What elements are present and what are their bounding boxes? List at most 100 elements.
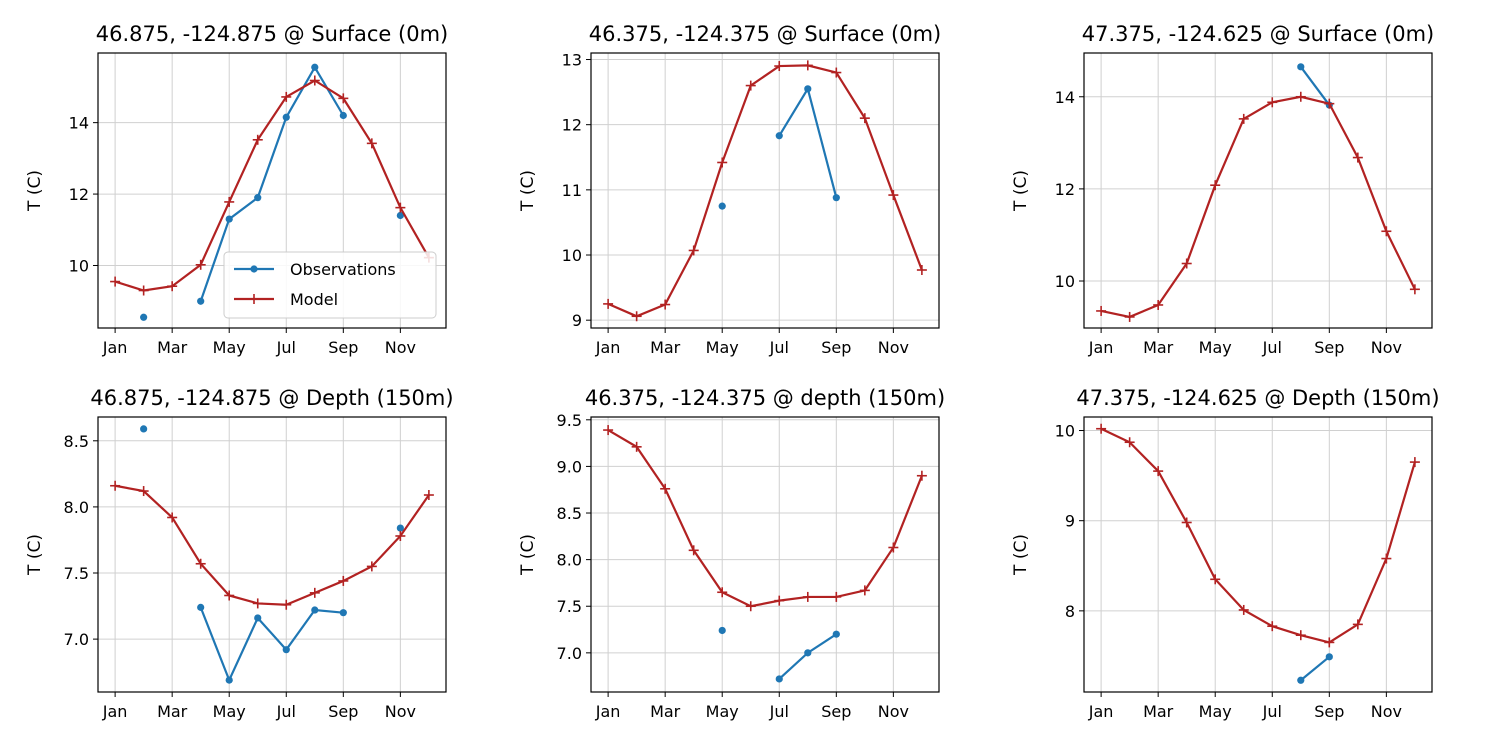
observation-point: [832, 194, 840, 202]
observation-point: [197, 603, 205, 611]
legend-model-marker: [249, 294, 259, 304]
model-point: [110, 276, 121, 287]
y-tick-label: 9: [572, 311, 582, 330]
observations-line: [1299, 66, 1331, 106]
y-tick-label: 12: [562, 116, 582, 135]
x-tick-label: May: [706, 338, 739, 357]
model-point: [688, 245, 699, 256]
model-point: [1381, 553, 1392, 564]
model-point: [281, 599, 292, 610]
x-tick-label: Jan: [1088, 702, 1114, 721]
observation-point: [254, 614, 262, 622]
observation-point: [804, 649, 812, 657]
observation-point: [775, 132, 783, 140]
model-point: [1153, 466, 1164, 477]
y-tick-label: 7.5: [64, 564, 89, 583]
y-axis-label: T (C): [25, 534, 45, 576]
series-observations: [718, 85, 840, 210]
y-tick-label: 9.5: [557, 411, 582, 430]
y-tick-label: 8.0: [64, 498, 89, 517]
observation-point: [1297, 676, 1305, 684]
y-tick-label: 10: [1055, 272, 1075, 291]
plot-frame: [590, 52, 940, 329]
observation-point: [140, 313, 148, 321]
model-point: [1238, 113, 1249, 124]
model-point: [1324, 98, 1335, 109]
x-tick-label: Sep: [328, 702, 358, 721]
y-tick-label: 8.0: [557, 551, 582, 570]
observations-line: [778, 86, 838, 198]
observation-point: [396, 211, 404, 220]
model-point: [1352, 152, 1363, 163]
legend: Observations Model: [223, 251, 437, 319]
model-point: [859, 585, 870, 596]
chart-title: 47.375, -124.625 @ Surface (0m): [1082, 22, 1434, 46]
model-point: [195, 259, 206, 270]
model-point: [138, 285, 149, 296]
model-point: [916, 470, 927, 481]
observation-point: [775, 675, 783, 683]
model-point: [1324, 637, 1335, 648]
model-point: [252, 598, 263, 609]
y-tick-label: 7.0: [64, 630, 89, 649]
model-point: [167, 512, 178, 523]
x-tick-label: Sep: [821, 338, 851, 357]
y-axis-label: T (C): [518, 534, 538, 576]
legend-observations-label: Observations: [290, 260, 396, 279]
model-point: [1153, 299, 1164, 310]
x-tick-label: Nov: [385, 702, 416, 721]
chart-title: 47.375, -124.625 @ Depth (150m): [1076, 386, 1439, 410]
x-tick-label: Nov: [1371, 702, 1402, 721]
observations-line: [199, 65, 345, 302]
model-point: [1295, 91, 1306, 102]
x-tick-label: Mar: [650, 702, 681, 721]
x-tick-label: Jul: [276, 338, 296, 357]
series-model: [603, 60, 927, 322]
model-point: [1096, 423, 1107, 434]
model-point: [688, 545, 699, 556]
model-point: [395, 530, 406, 541]
x-tick-label: Sep: [1314, 338, 1344, 357]
model-point: [195, 558, 206, 569]
x-tick-label: Jul: [769, 338, 789, 357]
plot-frame: [97, 52, 447, 329]
model-point: [338, 93, 349, 104]
model-point: [1295, 630, 1306, 641]
y-tick-label: 9: [1065, 512, 1075, 531]
x-tick-label: Nov: [878, 702, 909, 721]
model-point: [717, 587, 728, 598]
model-point: [831, 591, 842, 602]
model-point: [774, 61, 785, 72]
chart-panel-2: Jan Mar May Jul Sep Nov 9 10 11 12 13 T (C) 46.375, …: [518, 22, 941, 357]
x-tick-label: Jul: [769, 702, 789, 721]
model-point: [1124, 311, 1135, 322]
x-tick-label: Jan: [102, 702, 128, 721]
legend-model-label: Model: [290, 290, 338, 309]
series-model: [110, 75, 434, 296]
x-tick-label: Jul: [276, 702, 296, 721]
model-point: [281, 91, 292, 102]
y-tick-label: 8.5: [557, 504, 582, 523]
y-tick-label: 14: [69, 114, 89, 133]
x-tick-label: May: [706, 702, 739, 721]
series-model: [110, 480, 434, 610]
model-point: [603, 425, 614, 436]
y-tick-label: 9.0: [557, 457, 582, 476]
observation-point: [225, 676, 233, 684]
model-point: [1267, 97, 1278, 108]
model-point: [1181, 517, 1192, 528]
observation-point: [282, 113, 290, 121]
x-tick-label: Jan: [595, 702, 621, 721]
model-point: [309, 75, 320, 86]
observation-point: [339, 609, 347, 617]
model-point: [1096, 305, 1107, 316]
model-point: [138, 486, 149, 497]
model-point: [916, 265, 927, 276]
y-tick-label: 11: [562, 181, 582, 200]
y-tick-label: 10: [69, 257, 89, 276]
chart-panel-4: Jan Mar May Jul Sep Nov 7.0 7.5 8.0 8.5 T (C) 46.87…: [25, 386, 454, 721]
model-line: [607, 429, 923, 608]
observations-line: [1300, 655, 1331, 682]
series-model: [1096, 91, 1420, 322]
